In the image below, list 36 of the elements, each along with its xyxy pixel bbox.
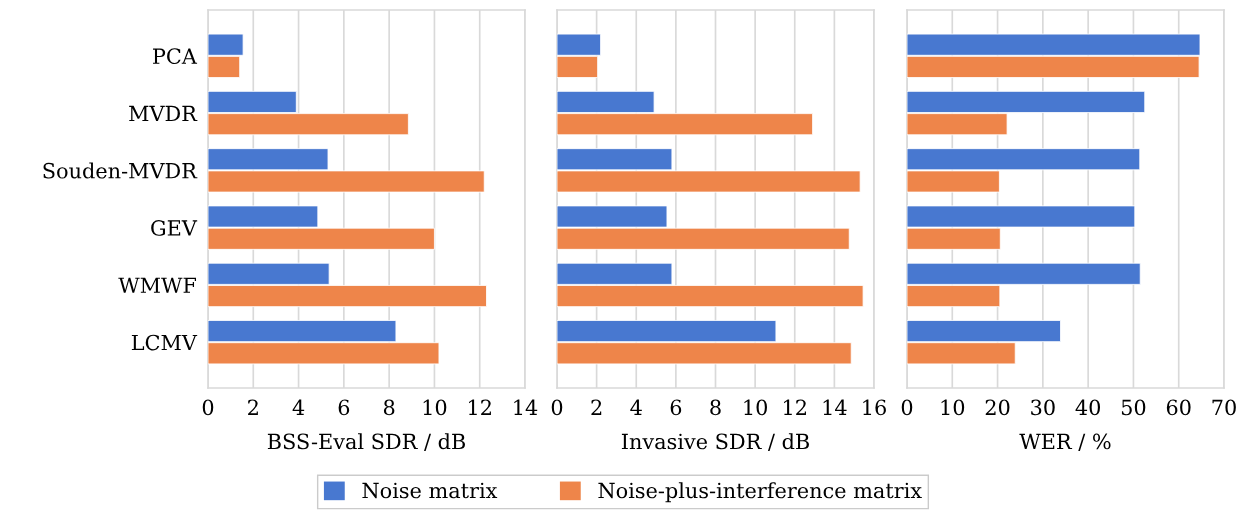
- x-tick-label: 0: [901, 399, 913, 416]
- x-tick-label: 10: [744, 399, 767, 416]
- y-tick-label: WMWF: [118, 277, 197, 293]
- x-tick-label: 40: [1075, 399, 1101, 416]
- x-tick-label: 16: [863, 399, 886, 416]
- x-tick-label: 2: [248, 399, 258, 415]
- x-tick-label: 14: [823, 399, 847, 415]
- legend-label: Noise matrix: [362, 482, 498, 499]
- x-tick-label: 6: [338, 399, 350, 416]
- x-tick-label: 60: [1166, 399, 1191, 416]
- x-tick-label: 6: [670, 399, 682, 416]
- x-tick-label: 4: [630, 399, 642, 415]
- x-tick-label: 8: [710, 399, 721, 416]
- x-tick-label: 2: [591, 399, 602, 415]
- x-axis-title: WER / %: [1019, 433, 1111, 451]
- x-tick-label: 10: [423, 399, 447, 416]
- x-tick-label: 12: [469, 399, 491, 415]
- y-tick-label: Souden-MVDR: [43, 162, 198, 179]
- y-tick-label: MVDR: [129, 105, 198, 122]
- x-tick-label: 0: [551, 399, 563, 416]
- y-tick-label: PCA: [153, 48, 198, 65]
- x-tick-label: 50: [1121, 399, 1146, 416]
- x-tick-label: 4: [292, 399, 305, 415]
- y-tick-label: LCMV: [131, 334, 198, 351]
- x-tick-label: 0: [202, 399, 214, 416]
- x-tick-label: 70: [1212, 399, 1236, 416]
- x-axis-title: Invasive SDR / dB: [621, 433, 809, 451]
- x-tick-label: 8: [383, 399, 395, 416]
- x-tick-label: 12: [784, 399, 806, 415]
- x-tick-label: 10: [941, 399, 965, 416]
- x-tick-label: 30: [1031, 399, 1055, 416]
- legend-label: Noise-plus-interference matrix: [598, 482, 922, 503]
- x-tick-label: 20: [985, 399, 1010, 416]
- y-tick-label: GEV: [151, 220, 198, 236]
- x-axis-title: BSS-Eval SDR / dB: [267, 433, 465, 451]
- x-tick-label: 14: [514, 399, 538, 415]
